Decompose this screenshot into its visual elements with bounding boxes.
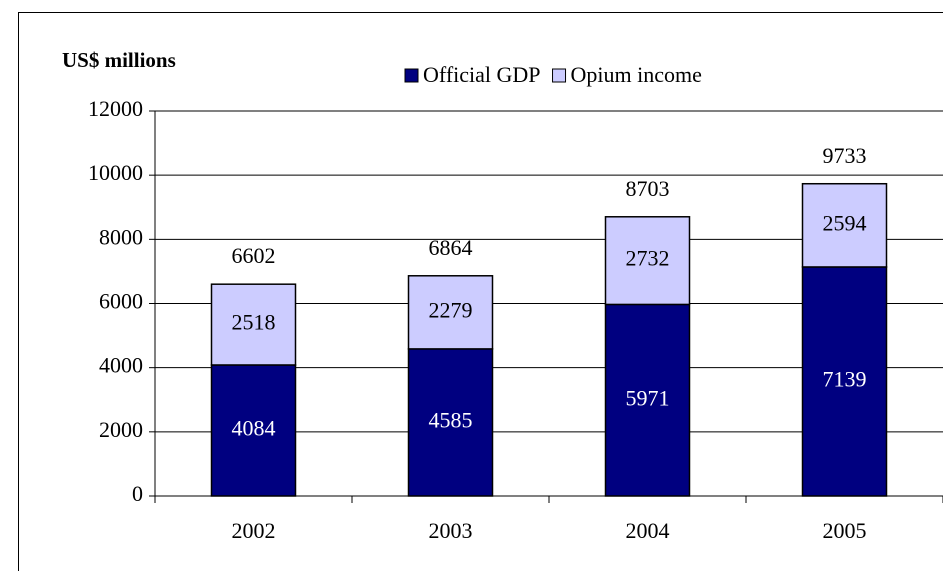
bar-segment: [801, 182, 888, 268]
bar-segment: [801, 266, 888, 497]
data-label: 2732: [626, 246, 670, 271]
x-tick-label: 2004: [626, 518, 670, 543]
x-tick-label: 2005: [823, 518, 867, 543]
legend-swatch: [404, 68, 419, 83]
data-label: 7139: [823, 367, 867, 392]
data-label: 4084: [232, 416, 276, 441]
y-tick-label: 6000: [99, 289, 143, 314]
y-tick-label: 12000: [88, 96, 143, 121]
y-tick-label: 8000: [99, 224, 143, 249]
x-tick-label: 2002: [232, 518, 276, 543]
chart-frame: [18, 12, 943, 571]
total-label: 6864: [429, 235, 473, 260]
data-label: 2518: [232, 310, 276, 335]
total-label: 6602: [232, 243, 276, 268]
y-tick-label: 10000: [88, 160, 143, 185]
x-tick-label: 2003: [429, 518, 473, 543]
bar-segment: [407, 275, 494, 350]
data-label: 4585: [429, 407, 473, 432]
bar-segment: [210, 283, 297, 366]
chart-title: US$ millions: [62, 48, 176, 72]
data-label: 5971: [626, 385, 670, 410]
bar-segment: [604, 216, 691, 306]
total-label: 8703: [626, 176, 670, 201]
legend-label: Opium income: [571, 62, 702, 87]
y-tick-label: 2000: [99, 417, 143, 442]
total-label: 9733: [823, 143, 867, 168]
y-tick-label: 4000: [99, 353, 143, 378]
legend-swatch: [552, 68, 567, 83]
data-label: 2594: [823, 210, 867, 235]
bar-segment: [210, 364, 297, 497]
y-tick-label: 0: [132, 481, 143, 506]
legend-label: Official GDP: [423, 62, 541, 87]
data-label: 2279: [429, 297, 473, 322]
bar-segment: [407, 348, 494, 497]
